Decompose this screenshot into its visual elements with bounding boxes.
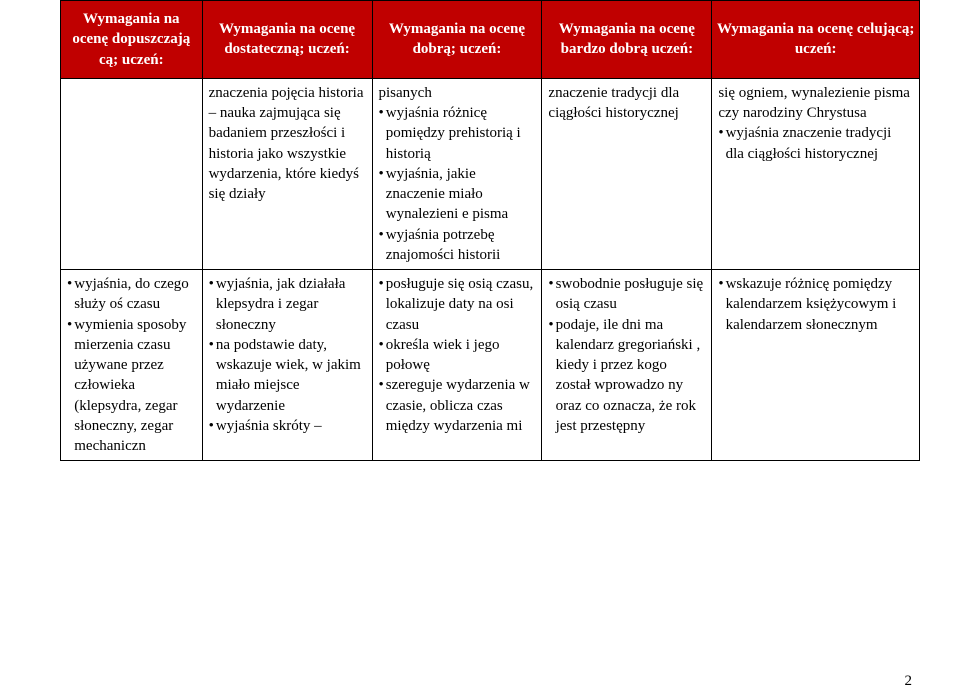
table-cell: • wyjaśnia, jak działała klepsydra i zeg… <box>202 270 372 461</box>
bullet-text: wyjaśnia różnicę pomiędzy prehistorią i … <box>386 103 536 164</box>
table-cell: • wskazuje różnicę pomiędzy kalendarzem … <box>712 270 920 461</box>
bullet-text: wyjaśnia, jakie znaczenie miało wynalezi… <box>386 164 536 225</box>
table-cell: pisanych• wyjaśnia różnicę pomiędzy preh… <box>372 78 542 269</box>
bullet-item: • wyjaśnia różnicę pomiędzy prehistorią … <box>379 103 536 164</box>
bullet-text: określa wiek i jego połowę <box>386 335 536 376</box>
bullet-icon: • <box>379 164 386 225</box>
bullet-text: wymienia sposoby mierzenia czasu używane… <box>74 315 195 457</box>
bullet-icon: • <box>718 123 725 164</box>
bullet-icon: • <box>548 274 555 315</box>
bullet-icon: • <box>209 274 216 335</box>
bullet-item: • określa wiek i jego połowę <box>379 335 536 376</box>
table-header-row: Wymagania na ocenę dopuszczają cą; uczeń… <box>61 1 920 79</box>
table-cell: • swobodnie posługuje się osią czasu• po… <box>542 270 712 461</box>
bullet-item: • na podstawie daty, wskazuje wiek, w ja… <box>209 335 366 416</box>
table-cell: • posługuje się osią czasu, lokalizuje d… <box>372 270 542 461</box>
bullet-icon: • <box>209 416 216 436</box>
bullet-item: • wyjaśnia, jak działała klepsydra i zeg… <box>209 274 366 335</box>
bullet-icon: • <box>67 274 74 315</box>
bullet-item: • wyjaśnia znaczenie tradycji dla ciągło… <box>718 123 913 164</box>
page-number: 2 <box>905 673 913 690</box>
column-header-0: Wymagania na ocenę dopuszczają cą; uczeń… <box>61 1 203 79</box>
bullet-text: szereguje wydarzenia w czasie, oblicza c… <box>386 375 536 436</box>
bullet-text: wyjaśnia znaczenie tradycji dla ciągłośc… <box>726 123 913 164</box>
bullet-text: posługuje się osią czasu, lokalizuje dat… <box>386 274 536 335</box>
bullet-text: na podstawie daty, wskazuje wiek, w jaki… <box>216 335 366 416</box>
cell-text: znaczenie tradycji dla ciągłości history… <box>548 83 705 124</box>
bullet-icon: • <box>379 103 386 164</box>
bullet-item: • wyjaśnia, jakie znaczenie miało wynale… <box>379 164 536 225</box>
bullet-icon: • <box>379 335 386 376</box>
column-header-4: Wymagania na ocenę celującą; uczeń: <box>712 1 920 79</box>
column-header-1: Wymagania na ocenę dostateczną; uczeń: <box>202 1 372 79</box>
bullet-item: • wyjaśnia skróty – <box>209 416 366 436</box>
requirements-table: Wymagania na ocenę dopuszczają cą; uczeń… <box>60 0 920 461</box>
cell-text: pisanych <box>379 83 536 103</box>
table-row: • wyjaśnia, do czego służy oś czasu• wym… <box>61 270 920 461</box>
bullet-icon: • <box>718 274 725 335</box>
table-cell: znaczenie tradycji dla ciągłości history… <box>542 78 712 269</box>
table-cell <box>61 78 203 269</box>
bullet-text: wyjaśnia potrzebę znajomości historii <box>386 225 536 266</box>
table-row: znaczenia pojęcia historia – nauka zajmu… <box>61 78 920 269</box>
table-cell: • wyjaśnia, do czego służy oś czasu• wym… <box>61 270 203 461</box>
bullet-item: • wyjaśnia, do czego służy oś czasu <box>67 274 196 315</box>
cell-text: znaczenia pojęcia historia – nauka zajmu… <box>209 83 366 205</box>
bullet-item: • wskazuje różnicę pomiędzy kalendarzem … <box>718 274 913 335</box>
cell-text: się ogniem, wynalezienie pisma czy narod… <box>718 83 913 124</box>
bullet-text: wyjaśnia, do czego służy oś czasu <box>74 274 195 315</box>
bullet-icon: • <box>379 274 386 335</box>
bullet-text: swobodnie posługuje się osią czasu <box>556 274 706 315</box>
bullet-icon: • <box>379 225 386 266</box>
bullet-text: wyjaśnia, jak działała klepsydra i zegar… <box>216 274 366 335</box>
bullet-text: wskazuje różnicę pomiędzy kalendarzem ks… <box>726 274 913 335</box>
bullet-item: • wyjaśnia potrzebę znajomości historii <box>379 225 536 266</box>
bullet-item: • szereguje wydarzenia w czasie, oblicza… <box>379 375 536 436</box>
table-cell: się ogniem, wynalezienie pisma czy narod… <box>712 78 920 269</box>
bullet-item: • posługuje się osią czasu, lokalizuje d… <box>379 274 536 335</box>
table-cell: znaczenia pojęcia historia – nauka zajmu… <box>202 78 372 269</box>
bullet-icon: • <box>548 315 555 437</box>
bullet-item: • wymienia sposoby mierzenia czasu używa… <box>67 315 196 457</box>
bullet-text: podaje, ile dni ma kalendarz gregoriańsk… <box>556 315 706 437</box>
bullet-item: • swobodnie posługuje się osią czasu <box>548 274 705 315</box>
bullet-icon: • <box>67 315 74 457</box>
bullet-text: wyjaśnia skróty – <box>216 416 366 436</box>
bullet-icon: • <box>379 375 386 436</box>
column-header-2: Wymagania na ocenę dobrą; uczeń: <box>372 1 542 79</box>
column-header-3: Wymagania na ocenę bardzo dobrą uczeń: <box>542 1 712 79</box>
bullet-icon: • <box>209 335 216 416</box>
bullet-item: • podaje, ile dni ma kalendarz gregoriań… <box>548 315 705 437</box>
